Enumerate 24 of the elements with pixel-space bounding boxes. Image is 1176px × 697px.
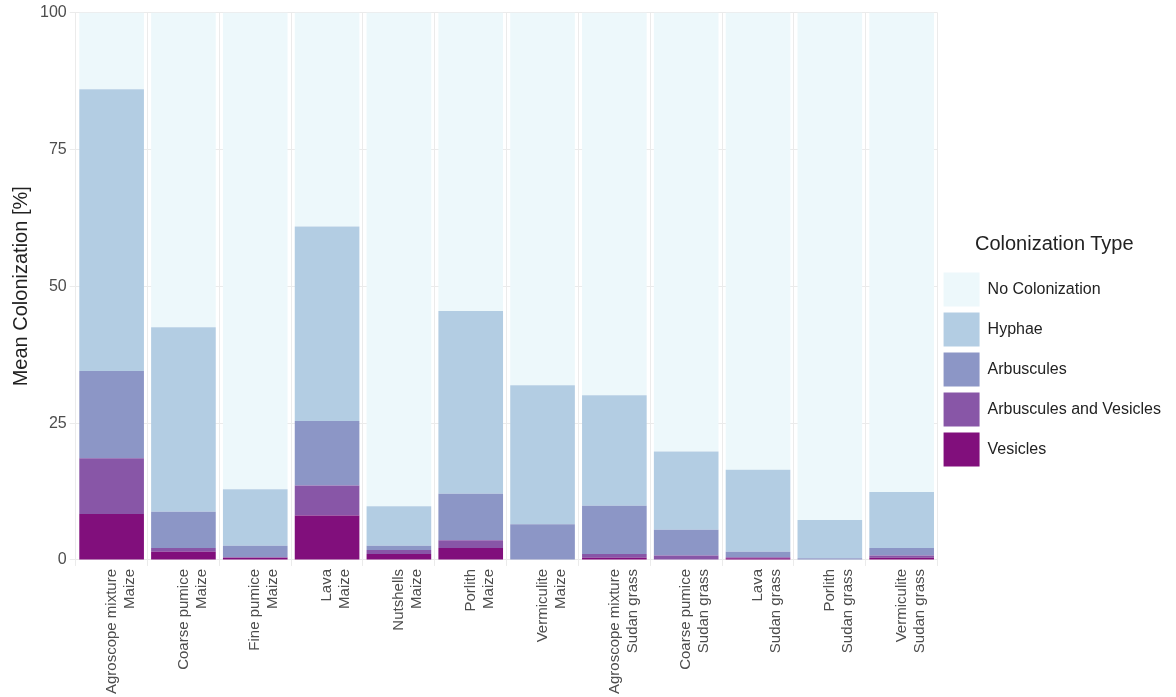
legend-label: No Colonization (987, 279, 1101, 297)
y-tick-label: 50 (48, 276, 67, 294)
legend-label: Arbuscules (987, 359, 1067, 377)
y-tick-label: 0 (57, 550, 67, 568)
y-tick-label: 100 (39, 3, 67, 21)
x-tick-label: Porlith Sudan grass (819, 568, 855, 654)
x-tick-label: Agroscope mixture Sudan grass (604, 568, 640, 695)
legend-label: Vesicles (987, 439, 1047, 457)
x-tick-label: Vermiculite Maize (532, 568, 568, 643)
y-tick-label: 25 (48, 413, 67, 431)
legend-title: Colonization Type (974, 232, 1134, 255)
x-tick-label: Agroscope mixture Maize (101, 568, 137, 695)
y-axis-title: Mean Colonization [%] (8, 186, 31, 387)
x-tick-label: Coarse pumice Maize (173, 568, 209, 670)
legend-label: Arbuscules and Vesicles (987, 399, 1162, 417)
x-tick-label: Vermiculite Sudan grass (891, 568, 927, 654)
x-tick-label: Nutshells Maize (389, 568, 425, 631)
legend-label: Hyphae (987, 319, 1043, 337)
x-tick-label: Lava Maize (317, 568, 353, 609)
x-tick-label: Fine pumice Maize (245, 568, 281, 651)
x-tick-label: Lava Sudan grass (748, 568, 784, 654)
x-tick-label: Porlith Maize (460, 568, 496, 612)
y-tick-label: 75 (48, 139, 67, 157)
x-tick-label: Coarse pumice Sudan grass (676, 568, 712, 670)
